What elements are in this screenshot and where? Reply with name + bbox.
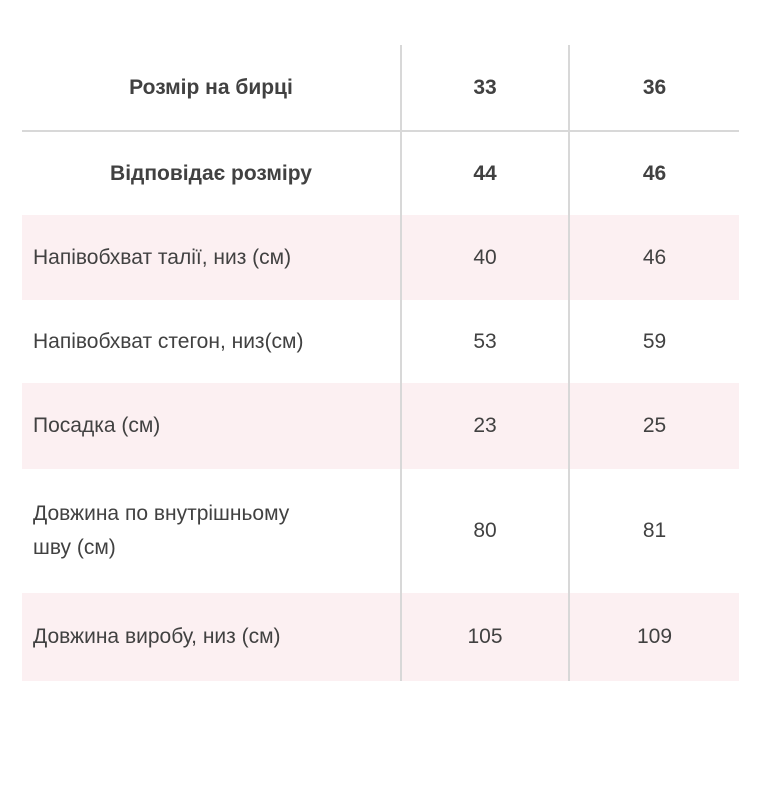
value-col2: 46: [568, 215, 739, 300]
row-label: Посадка (см): [22, 383, 400, 469]
value-col2: 36: [568, 45, 739, 132]
size-table: Розмір на бирці 33 36 Відповідає розміру…: [22, 45, 739, 681]
value-col1: 23: [400, 383, 568, 469]
value-col2: 46: [568, 132, 739, 215]
row-label: Напівобхват стегон, низ(см): [22, 300, 400, 383]
value-col2: 59: [568, 300, 739, 383]
row-label: Відповідає розміру: [22, 132, 400, 215]
value-col1: 105: [400, 593, 568, 681]
value-col1: 53: [400, 300, 568, 383]
value-col1: 40: [400, 215, 568, 300]
value-col1: 44: [400, 132, 568, 215]
row-label: Розмір на бирці: [22, 45, 400, 132]
row-label: Довжина виробу, низ (см): [22, 593, 400, 681]
value-col2: 109: [568, 593, 739, 681]
value-col2: 81: [568, 469, 739, 593]
row-label: Напівобхват талії, низ (см): [22, 215, 400, 300]
row-label: Довжина по внутрішньому шву (см): [22, 469, 400, 593]
value-col1: 33: [400, 45, 568, 132]
value-col1: 80: [400, 469, 568, 593]
value-col2: 25: [568, 383, 739, 469]
